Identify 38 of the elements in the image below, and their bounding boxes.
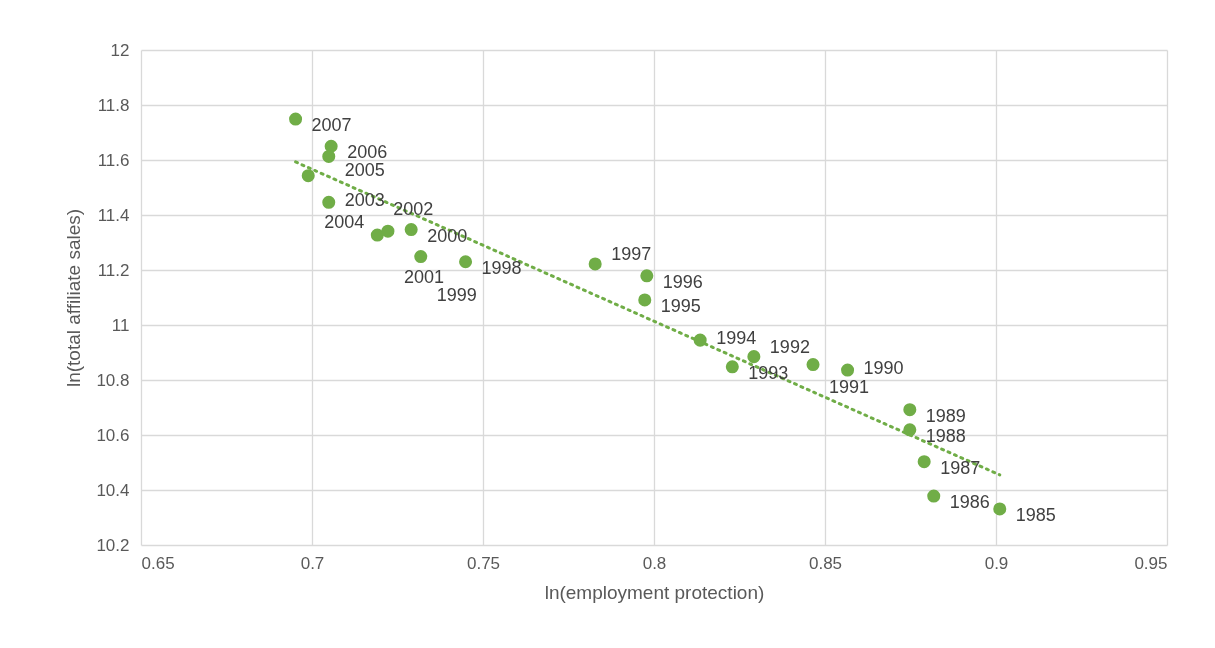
x-tick-label: 0.95: [1134, 553, 1168, 573]
annotation: 2004: [324, 211, 365, 232]
annotation: 2000: [427, 225, 468, 246]
annotation: 1998: [481, 257, 522, 278]
y-tick-label: 10.6: [96, 425, 130, 445]
y-axis-title: ln(total affiliate sales): [63, 208, 85, 388]
x-axis-title: ln(employment protection): [544, 581, 765, 603]
y-tick-label: 11.8: [97, 95, 130, 115]
y-tick-label: 10.2: [96, 535, 130, 555]
x-tick-label: 0.75: [466, 553, 501, 573]
annotation: 1996: [662, 271, 703, 292]
y-tick-label: 11.2: [97, 260, 130, 280]
annotation: 2006: [347, 142, 388, 163]
annotation: 1995: [660, 295, 701, 316]
annotation: 1989: [925, 405, 966, 426]
y-tick-label: 12: [110, 40, 130, 60]
annotation: 1990: [863, 358, 904, 379]
annotation: 1987: [940, 457, 981, 478]
x-tick-label: 0.9: [984, 553, 1009, 573]
annotation: 1991: [829, 376, 870, 397]
y-tick-label: 10.4: [96, 480, 130, 500]
annotation: 2003: [344, 190, 385, 211]
y-tick-label: 11.6: [97, 150, 130, 170]
annotation: 1985: [1015, 504, 1056, 525]
x-tick-label: 0.7: [300, 553, 325, 573]
annotation: 1986: [949, 492, 990, 513]
annotation: 1992: [769, 336, 810, 357]
annotation: 1994: [716, 328, 757, 349]
annotation: 2007: [311, 115, 352, 136]
annotation: 1988: [925, 425, 966, 446]
annotation: 2005: [344, 160, 385, 181]
x-tick-label: 0.85: [808, 553, 843, 573]
y-tick-label: 11.4: [97, 205, 130, 225]
x-tick-label: 0.65: [141, 553, 175, 573]
y-tick-label: 10.8: [96, 370, 130, 390]
annotation: 1997: [611, 243, 652, 264]
x-tick-label: 0.8: [642, 553, 667, 573]
y-tick-label: 11: [111, 315, 130, 335]
